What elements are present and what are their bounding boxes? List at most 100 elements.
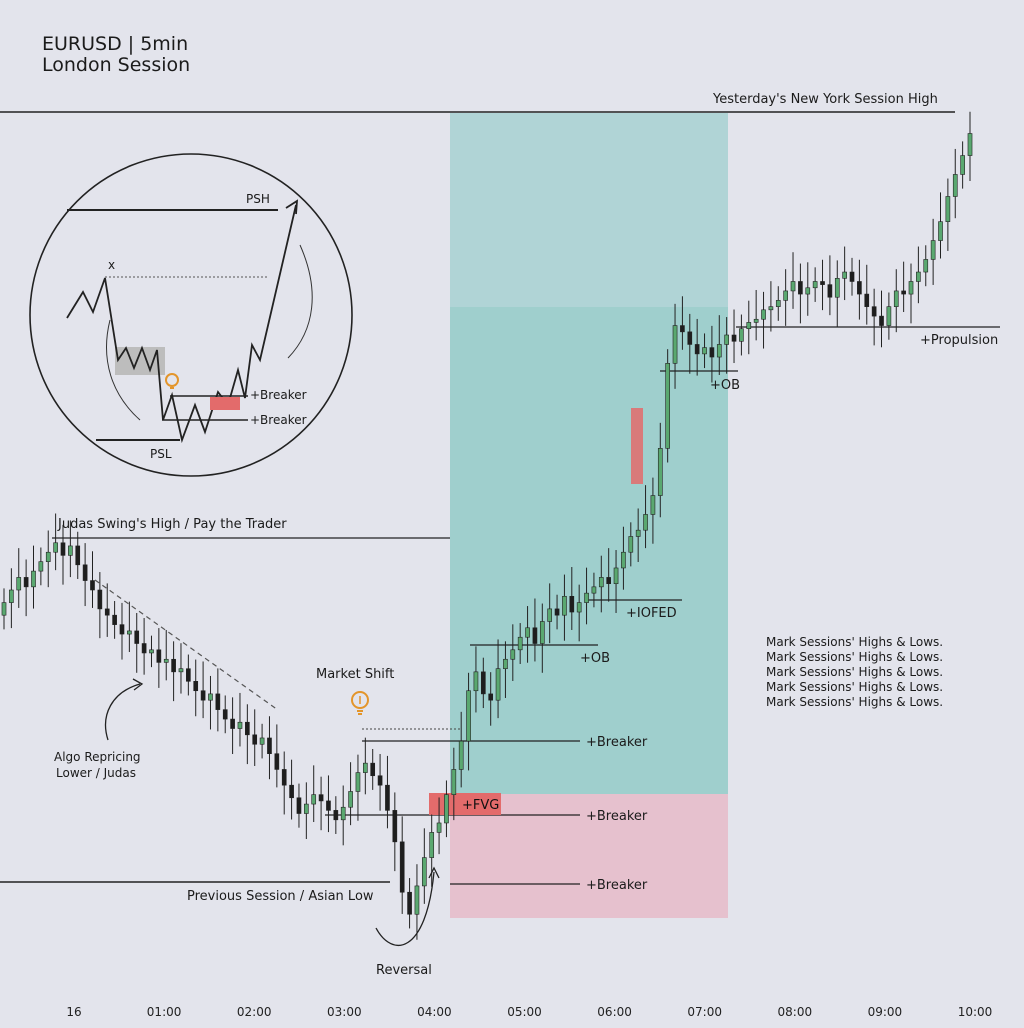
lightbulb-icon (351, 691, 369, 715)
candle (1, 588, 7, 630)
market-shift-label: Market Shift (316, 667, 394, 682)
candle-body-bear (827, 284, 833, 298)
candle (960, 141, 965, 189)
candle-body-bull (952, 174, 958, 197)
candle (967, 111, 973, 182)
inset-breaker-label-bottom: +Breaker (250, 413, 307, 427)
candle-body-bull (429, 832, 435, 858)
candle (827, 255, 833, 316)
candle-body-bear (90, 580, 95, 591)
candle (127, 601, 132, 653)
candle (488, 672, 494, 726)
chart-title: EURUSD | 5min (42, 33, 188, 55)
candle-body-bull (149, 649, 154, 654)
propulsion-label: +Propulsion (920, 333, 998, 348)
reversal-label: Reversal (376, 963, 432, 978)
candle (370, 748, 376, 790)
candle (923, 245, 929, 287)
ob-label-1: +OB (580, 651, 610, 666)
breaker-label-1: +Breaker (586, 735, 648, 750)
candle-body-bull (672, 325, 678, 364)
candle-body-bull (562, 595, 567, 616)
candle (311, 765, 317, 823)
candle (31, 545, 36, 609)
candle-body-bull (355, 772, 361, 792)
candle (215, 668, 221, 732)
candle (407, 878, 412, 929)
candle-body-bear (186, 668, 191, 682)
candle (193, 659, 199, 717)
x-tick-label: 06:00 (597, 1005, 632, 1019)
candle-body-bull (466, 690, 471, 742)
candle (75, 531, 81, 579)
candle-body-bear (864, 293, 870, 307)
candle (451, 747, 457, 821)
candle (812, 267, 818, 302)
candle-body-bull (208, 693, 213, 701)
candle-body-bear (134, 630, 140, 644)
candle-body-bull (598, 577, 604, 588)
candle (591, 572, 597, 608)
candle-body-bull (38, 561, 44, 572)
candle-body-bear (532, 627, 538, 644)
candle-body-bull (444, 794, 449, 824)
premium-zone-upper (450, 113, 728, 307)
ob-label-2: +OB (710, 378, 740, 393)
candle (421, 828, 427, 904)
candle-body-bear (245, 721, 250, 736)
x-tick-label: 09:00 (868, 1005, 903, 1019)
candle-body-bull (805, 287, 811, 295)
candle (539, 603, 545, 673)
candle (716, 315, 722, 375)
candle (429, 814, 435, 887)
candle (569, 567, 575, 630)
candle-body-bull (1, 602, 7, 616)
candle-body-bull (436, 822, 442, 833)
candle-body-bear (267, 737, 272, 755)
candle (222, 695, 228, 734)
fvg-box (429, 793, 459, 815)
candle (753, 289, 759, 341)
candle-body-bull (753, 318, 759, 323)
candle-body-bull (746, 322, 752, 330)
candle (119, 602, 125, 660)
candle-body-bull (495, 668, 501, 701)
candle (945, 178, 951, 251)
candle-body-bull (414, 885, 420, 915)
candle-body-bull (916, 271, 921, 282)
inset-arrow-head (285, 199, 299, 215)
inset-inner-arc-right (287, 244, 313, 359)
candle (230, 697, 235, 755)
candle (385, 755, 390, 829)
candle-body-bear (215, 693, 221, 710)
chart-subtitle: London Session (42, 54, 190, 76)
candle-body-bull (739, 328, 744, 342)
candle (186, 654, 191, 696)
candle-body-bull (45, 551, 51, 562)
candle-body-bull (768, 306, 774, 311)
candle-body-bear (554, 608, 560, 616)
candle-body-bear (798, 281, 803, 295)
candle-body-bull (775, 300, 781, 307)
candle (304, 782, 309, 840)
candle (562, 574, 567, 641)
candle-body-bull (591, 586, 597, 594)
candle (643, 485, 648, 549)
candle (694, 318, 700, 376)
candle-body-bear (569, 595, 575, 613)
candle-body-bear (377, 775, 383, 786)
candle (90, 551, 95, 608)
reversal-arrow (375, 871, 435, 946)
ny-high-label: Yesterday's New York Session High (712, 92, 938, 107)
candle-body-bear (687, 331, 693, 345)
algo-arrow (104, 683, 141, 741)
candle (16, 548, 22, 608)
inset-inner-arc-left (106, 319, 141, 421)
candle-body-bear (274, 753, 280, 770)
candle (38, 547, 44, 586)
candle-body-bull (53, 542, 58, 553)
candle (259, 723, 265, 759)
candle-body-bear (193, 680, 199, 692)
candle-body-bear (709, 347, 715, 358)
candle (104, 583, 110, 637)
